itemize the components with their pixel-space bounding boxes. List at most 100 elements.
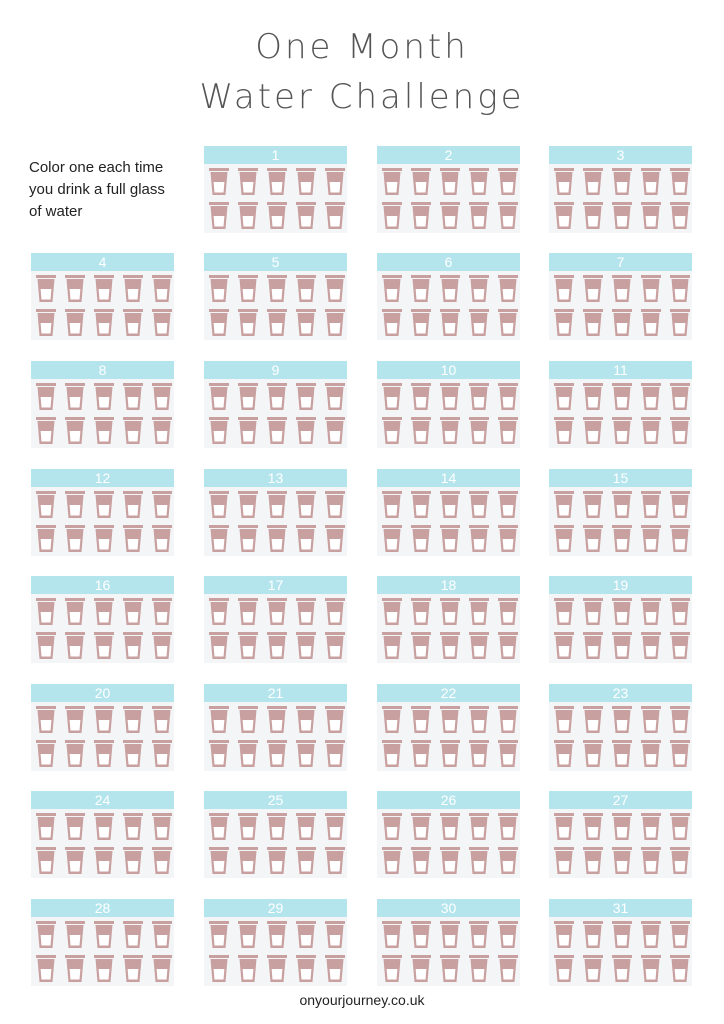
water-glass-icon[interactable]	[612, 168, 632, 195]
water-glass-icon[interactable]	[296, 813, 316, 840]
water-glass-icon[interactable]	[94, 383, 114, 410]
water-glass-icon[interactable]	[641, 168, 661, 195]
water-glass-icon[interactable]	[123, 706, 143, 733]
water-glass-icon[interactable]	[36, 598, 56, 625]
water-glass-icon[interactable]	[554, 813, 574, 840]
water-glass-icon[interactable]	[382, 491, 402, 518]
water-glass-icon[interactable]	[36, 275, 56, 302]
water-glass-icon[interactable]	[498, 813, 518, 840]
water-glass-icon[interactable]	[325, 847, 345, 874]
water-glass-icon[interactable]	[238, 309, 258, 336]
water-glass-icon[interactable]	[641, 813, 661, 840]
water-glass-icon[interactable]	[469, 491, 489, 518]
water-glass-icon[interactable]	[238, 847, 258, 874]
water-glass-icon[interactable]	[641, 706, 661, 733]
water-glass-icon[interactable]	[440, 598, 460, 625]
water-glass-icon[interactable]	[583, 598, 603, 625]
water-glass-icon[interactable]	[382, 598, 402, 625]
water-glass-icon[interactable]	[583, 168, 603, 195]
water-glass-icon[interactable]	[612, 813, 632, 840]
water-glass-icon[interactable]	[382, 383, 402, 410]
water-glass-icon[interactable]	[670, 740, 690, 767]
water-glass-icon[interactable]	[583, 955, 603, 982]
water-glass-icon[interactable]	[123, 813, 143, 840]
water-glass-icon[interactable]	[641, 740, 661, 767]
water-glass-icon[interactable]	[65, 955, 85, 982]
water-glass-icon[interactable]	[238, 417, 258, 444]
water-glass-icon[interactable]	[209, 598, 229, 625]
water-glass-icon[interactable]	[411, 275, 431, 302]
water-glass-icon[interactable]	[238, 525, 258, 552]
water-glass-icon[interactable]	[469, 740, 489, 767]
water-glass-icon[interactable]	[267, 417, 287, 444]
water-glass-icon[interactable]	[209, 525, 229, 552]
water-glass-icon[interactable]	[65, 632, 85, 659]
water-glass-icon[interactable]	[411, 525, 431, 552]
water-glass-icon[interactable]	[36, 955, 56, 982]
water-glass-icon[interactable]	[612, 309, 632, 336]
water-glass-icon[interactable]	[554, 525, 574, 552]
water-glass-icon[interactable]	[612, 632, 632, 659]
water-glass-icon[interactable]	[498, 598, 518, 625]
water-glass-icon[interactable]	[296, 706, 316, 733]
water-glass-icon[interactable]	[469, 598, 489, 625]
water-glass-icon[interactable]	[411, 491, 431, 518]
water-glass-icon[interactable]	[152, 813, 172, 840]
water-glass-icon[interactable]	[267, 921, 287, 948]
water-glass-icon[interactable]	[94, 525, 114, 552]
water-glass-icon[interactable]	[267, 309, 287, 336]
water-glass-icon[interactable]	[382, 740, 402, 767]
water-glass-icon[interactable]	[554, 632, 574, 659]
water-glass-icon[interactable]	[65, 740, 85, 767]
water-glass-icon[interactable]	[641, 632, 661, 659]
water-glass-icon[interactable]	[36, 525, 56, 552]
water-glass-icon[interactable]	[469, 525, 489, 552]
water-glass-icon[interactable]	[325, 525, 345, 552]
water-glass-icon[interactable]	[641, 275, 661, 302]
water-glass-icon[interactable]	[325, 598, 345, 625]
water-glass-icon[interactable]	[670, 417, 690, 444]
water-glass-icon[interactable]	[382, 309, 402, 336]
water-glass-icon[interactable]	[641, 417, 661, 444]
water-glass-icon[interactable]	[36, 417, 56, 444]
water-glass-icon[interactable]	[123, 383, 143, 410]
water-glass-icon[interactable]	[498, 632, 518, 659]
water-glass-icon[interactable]	[296, 309, 316, 336]
water-glass-icon[interactable]	[296, 491, 316, 518]
water-glass-icon[interactable]	[670, 525, 690, 552]
water-glass-icon[interactable]	[612, 202, 632, 229]
water-glass-icon[interactable]	[498, 417, 518, 444]
water-glass-icon[interactable]	[440, 847, 460, 874]
water-glass-icon[interactable]	[209, 309, 229, 336]
water-glass-icon[interactable]	[440, 525, 460, 552]
water-glass-icon[interactable]	[94, 309, 114, 336]
water-glass-icon[interactable]	[670, 706, 690, 733]
water-glass-icon[interactable]	[612, 706, 632, 733]
water-glass-icon[interactable]	[498, 309, 518, 336]
water-glass-icon[interactable]	[325, 491, 345, 518]
water-glass-icon[interactable]	[440, 202, 460, 229]
water-glass-icon[interactable]	[94, 955, 114, 982]
water-glass-icon[interactable]	[296, 417, 316, 444]
water-glass-icon[interactable]	[325, 309, 345, 336]
water-glass-icon[interactable]	[238, 955, 258, 982]
water-glass-icon[interactable]	[94, 275, 114, 302]
water-glass-icon[interactable]	[123, 847, 143, 874]
water-glass-icon[interactable]	[296, 598, 316, 625]
water-glass-icon[interactable]	[641, 383, 661, 410]
water-glass-icon[interactable]	[583, 383, 603, 410]
water-glass-icon[interactable]	[554, 275, 574, 302]
water-glass-icon[interactable]	[670, 847, 690, 874]
water-glass-icon[interactable]	[123, 525, 143, 552]
water-glass-icon[interactable]	[440, 309, 460, 336]
water-glass-icon[interactable]	[440, 740, 460, 767]
water-glass-icon[interactable]	[382, 632, 402, 659]
water-glass-icon[interactable]	[296, 525, 316, 552]
water-glass-icon[interactable]	[325, 168, 345, 195]
water-glass-icon[interactable]	[554, 383, 574, 410]
water-glass-icon[interactable]	[94, 921, 114, 948]
water-glass-icon[interactable]	[498, 491, 518, 518]
water-glass-icon[interactable]	[612, 921, 632, 948]
water-glass-icon[interactable]	[469, 706, 489, 733]
water-glass-icon[interactable]	[469, 632, 489, 659]
